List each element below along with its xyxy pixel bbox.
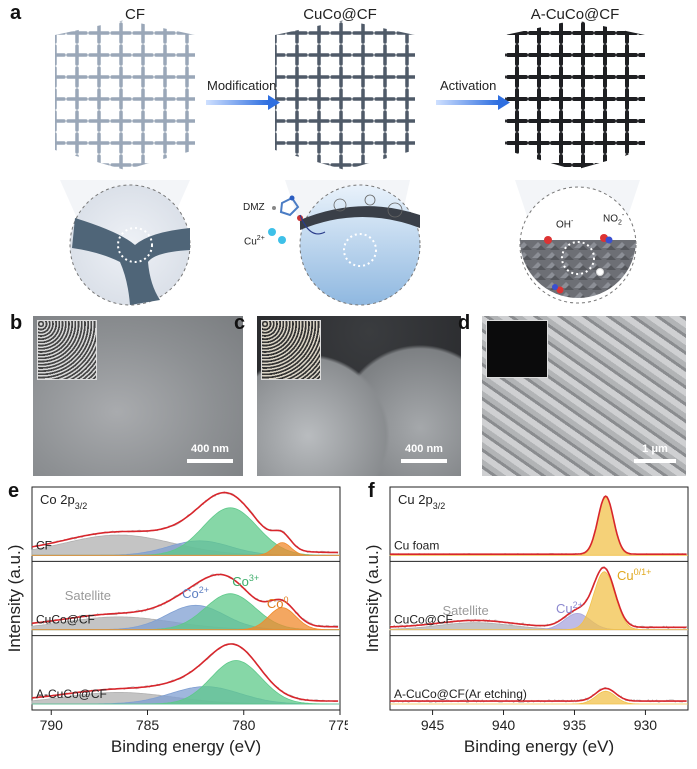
sem-image-b: 400 nm: [33, 316, 243, 476]
x-tick-label: 775: [328, 717, 348, 733]
stage-title-cuco: CuCo@CF: [303, 6, 377, 23]
cuco-lattice-cube: [275, 20, 415, 170]
cuco-foam-photo: [261, 320, 321, 380]
cuco-zoom-circle: [299, 184, 421, 306]
x-tick-label: 790: [40, 717, 64, 733]
x-tick-label: 945: [421, 717, 445, 733]
annotation-co3: Co3+: [232, 573, 259, 589]
panel-label-d: d: [458, 312, 471, 334]
annotation-satellite: Satellite: [65, 588, 111, 603]
series-label-2: A-CuCo@CF: [36, 687, 107, 701]
cf-foam-photo: [37, 320, 97, 380]
activation-arrow: [436, 95, 510, 110]
chart-title: Cu 2p3/2: [398, 492, 445, 511]
scale-bar-c: [401, 459, 447, 463]
peak-component-cu01: [389, 571, 689, 631]
x-axis-label: Binding energy (eV): [111, 737, 261, 756]
dmz-molecule-icon: [272, 195, 326, 235]
cf-zoom-circle: [69, 184, 191, 306]
peak-component-co0: [31, 542, 341, 556]
y-axis-label: Intensity (a.u.): [363, 545, 382, 653]
scale-label-d: 1 μm: [642, 443, 668, 455]
scale-bar-d: [634, 459, 676, 463]
plot-frame: [31, 486, 341, 711]
xps-chart-cu: Cu foam CuCo@CF A-CuCo@CF(Ar etching) 945 94…: [363, 486, 689, 756]
annotation-co2: Co2+: [182, 585, 209, 601]
cu2-label: Cu2+: [244, 235, 265, 248]
peak-component-cu01: [390, 690, 688, 705]
annotation-cu01: Cu0/1+: [617, 567, 651, 583]
fit-envelope-0: [31, 491, 339, 554]
sem-image-c: 400 nm: [257, 316, 461, 476]
cu2-ions: [268, 228, 286, 244]
panel-label-a: a: [10, 2, 22, 24]
stage-title-acuco: A-CuCo@CF: [530, 6, 620, 23]
series-label-0: CF: [36, 538, 52, 552]
acuco-lattice-cube: [505, 20, 645, 170]
panel-label-f: f: [368, 480, 375, 502]
oh-label: OH-: [556, 218, 574, 231]
peak-component-co3: [32, 660, 340, 705]
scale-label-c: 400 nm: [405, 443, 443, 455]
cf-lattice-cube: [55, 20, 195, 170]
series-label-2: A-CuCo@CF(Ar etching): [394, 687, 527, 701]
acuco-foam-photo: [486, 320, 548, 378]
x-tick-label: 930: [634, 717, 658, 733]
acuco-zoom-circle: [519, 186, 637, 304]
fit-envelope-1: [31, 573, 339, 628]
fit-envelope-2: [31, 643, 339, 702]
arrow-label-modification: Modification: [207, 78, 277, 93]
fit-envelope-1: [389, 566, 687, 629]
stage-title-cf: CF: [125, 6, 145, 23]
panel-label-c: c: [234, 312, 246, 334]
annotation-co0: Co0: [267, 595, 289, 611]
dmz-label: DMZ: [243, 202, 265, 213]
no2-label: NO2-: [603, 212, 625, 227]
peak-component-co0: [31, 607, 341, 631]
xps-chart-co: CF CuCo@CF A-CuCo@CF 790 785 780 775 Binding en…: [5, 486, 348, 756]
x-tick-label: 940: [492, 717, 516, 733]
x-tick-label: 785: [136, 717, 160, 733]
peak-component-cu01: [389, 496, 689, 556]
arrow-label-activation: Activation: [440, 78, 497, 93]
series-label-1: CuCo@CF: [394, 613, 453, 627]
panel-label-e: e: [8, 480, 20, 502]
x-tick-label: 780: [232, 717, 256, 733]
modification-arrow: [206, 95, 280, 110]
series-label-1: CuCo@CF: [36, 613, 95, 627]
scale-label-b: 400 nm: [191, 443, 229, 455]
panel-label-b: b: [10, 312, 23, 334]
chart-title: Co 2p3/2: [40, 492, 87, 511]
plot-frame: [389, 486, 689, 711]
annotation-satellite: Satellite: [443, 603, 489, 618]
panel-a-illustration: [55, 20, 645, 306]
y-axis-label: Intensity (a.u.): [5, 545, 24, 653]
sem-image-d: 1 μm: [482, 316, 686, 476]
fit-envelope-0: [390, 495, 687, 555]
scale-bar-b: [187, 459, 233, 463]
fit-envelope-2: [390, 687, 687, 702]
x-axis-label: Binding energy (eV): [464, 737, 614, 756]
x-tick-label: 935: [563, 717, 587, 733]
series-label-0: Cu foam: [394, 538, 439, 552]
